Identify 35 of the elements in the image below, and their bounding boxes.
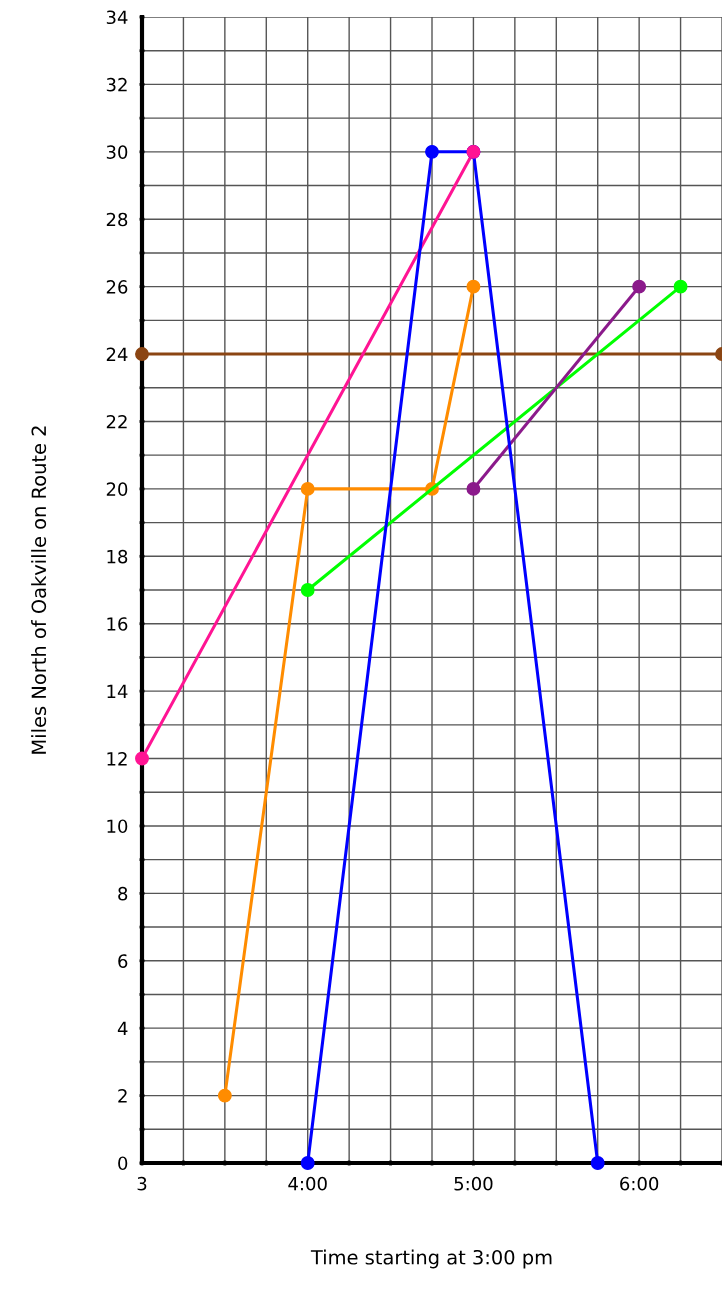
- y-tick-label: 28: [106, 212, 128, 227]
- y-tick-label: 0: [118, 1156, 128, 1171]
- y-tick-label: 32: [106, 77, 127, 92]
- point: [300, 1156, 315, 1170]
- point: [300, 583, 315, 597]
- point: [135, 751, 149, 766]
- y-tick-label: 34: [106, 10, 128, 25]
- y-tick-label: 22: [106, 414, 127, 429]
- y-tick-label: 10: [107, 819, 128, 834]
- y-tick-label: 14: [107, 684, 128, 698]
- point: [425, 144, 439, 159]
- y-tick-label: 16: [107, 617, 128, 631]
- y-tick-label: 20: [106, 482, 128, 496]
- y-tick-label: 2: [118, 1089, 127, 1103]
- y-tick-label: 12: [107, 751, 127, 766]
- y-axis-title: Miles North of Oakville on Route 2: [31, 426, 47, 754]
- y-tick-label: 6: [118, 954, 128, 968]
- y-tick-label: 18: [107, 549, 128, 564]
- y-tick-label: 4: [117, 1021, 128, 1036]
- x-tick-label: 4:00: [288, 1176, 327, 1191]
- point: [217, 1088, 232, 1103]
- x-tick-label: 6:00: [620, 1176, 659, 1191]
- point: [632, 279, 647, 294]
- y-tick-label: 8: [118, 886, 128, 901]
- point: [466, 481, 481, 496]
- y-tick-label: 24: [106, 347, 128, 361]
- point: [590, 1156, 605, 1170]
- x-tick-label: 3: [137, 1176, 147, 1191]
- y-tick-label: 26: [106, 280, 128, 294]
- x-tick-label: 5:00: [454, 1176, 493, 1191]
- point: [300, 481, 315, 496]
- point: [466, 279, 481, 294]
- y-tick-label: 30: [106, 145, 128, 159]
- x-axis-title: Time starting at 3:00 pm: [310, 1249, 552, 1269]
- point: [673, 279, 688, 294]
